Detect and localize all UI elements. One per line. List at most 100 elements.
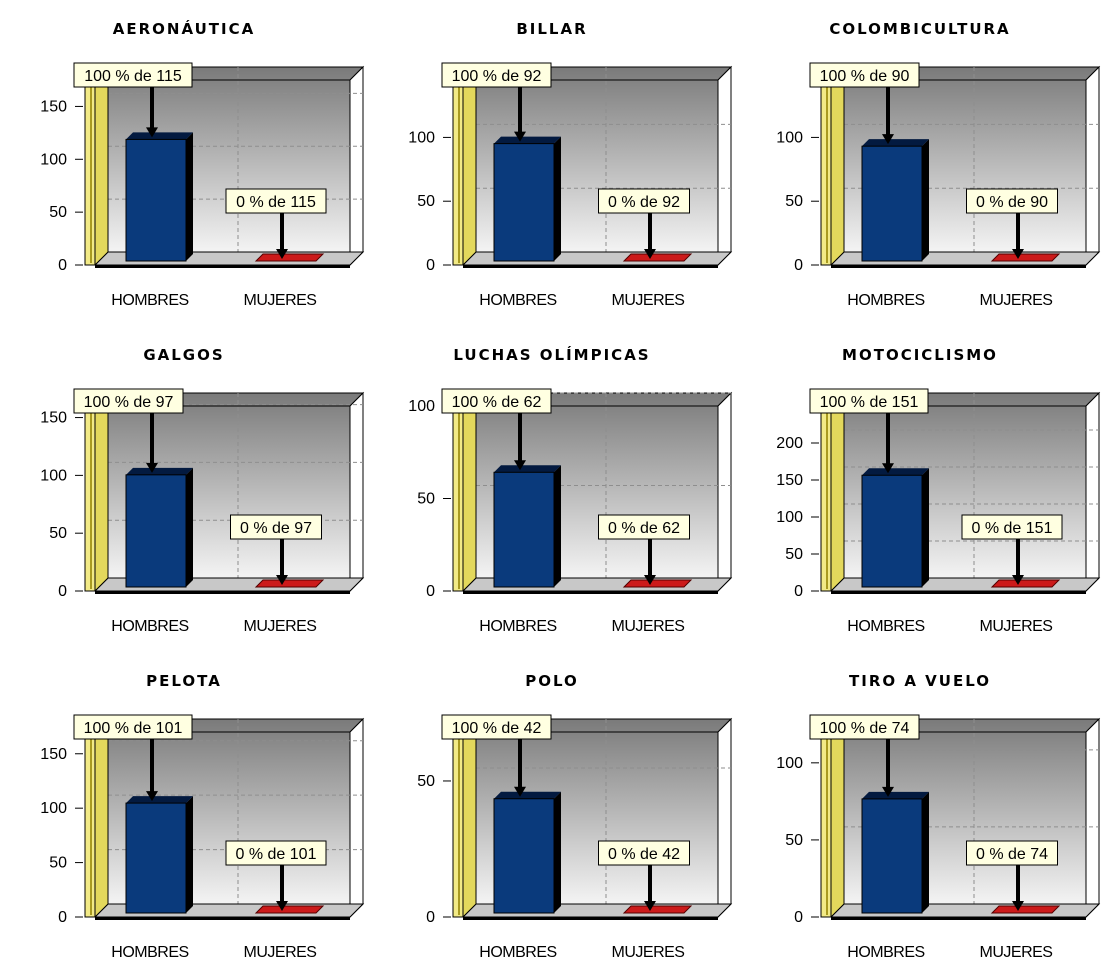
- y-tick-label: 50: [417, 491, 435, 508]
- data-label-text: 0 % de 42: [608, 846, 680, 863]
- chart-panel: TIRO A VUELO 0 50 100 HOMBRES MUJERES 100 % de…: [736, 652, 1104, 978]
- y-tick-label: 100: [40, 151, 67, 168]
- bar-hombres: [125, 796, 193, 914]
- chart-title: PELOTA: [146, 672, 222, 690]
- y-tick-label: 0: [58, 257, 67, 274]
- data-label: 0 % de 42: [598, 840, 690, 911]
- plot-right-wall: [717, 65, 732, 267]
- x-category-label: HOMBRES: [111, 292, 188, 309]
- bar-hombres: [125, 132, 193, 262]
- chart-panel: COLOMBICULTURA 0 50 100 HOMBRES MUJERES 100 % …: [736, 0, 1104, 326]
- y-tick-label: 100: [40, 467, 67, 484]
- chart-panel: LUCHAS OLÍMPICAS 0 50 100 HOMBRES MUJERES 100 …: [368, 326, 736, 652]
- y-tick-label: 100: [408, 398, 435, 415]
- chart-panel: AERONÁUTICA 0 50 100 150 HOMBRES MUJERES 100 % …: [0, 0, 368, 326]
- data-label: 0 % de 101: [225, 840, 327, 911]
- data-label: 0 % de 92: [598, 188, 690, 259]
- chart-svg: TIRO A VUELO 0 50 100 HOMBRES MUJERES 100 % de…: [776, 672, 1101, 961]
- x-category-label: HOMBRES: [479, 944, 556, 961]
- bar-hombres: [125, 467, 193, 588]
- plot-right-wall: [349, 65, 364, 267]
- data-label: 100 % de 62: [441, 388, 552, 471]
- y-tick-label: 150: [40, 410, 67, 427]
- plot-right-wall: [349, 391, 364, 593]
- data-label: 100 % de 42: [441, 714, 552, 797]
- data-label: 0 % de 90: [966, 188, 1058, 259]
- data-label-text: 0 % de 151: [972, 520, 1053, 537]
- bar-mujeres: [254, 253, 325, 262]
- data-label-text: 100 % de 62: [452, 394, 542, 411]
- bar-mujeres: [622, 579, 693, 588]
- chart-title: MOTOCICLISMO: [842, 346, 998, 364]
- bar-hombres: [493, 136, 561, 262]
- data-label: 100 % de 74: [809, 714, 920, 797]
- data-label-text: 100 % de 97: [84, 394, 174, 411]
- chart-panel: GALGOS 0 50 100 150 HOMBRES MUJERES 100 % de 97…: [0, 326, 368, 652]
- x-category-label: MUJERES: [612, 944, 685, 961]
- data-label: 0 % de 74: [966, 840, 1058, 911]
- chart-svg: COLOMBICULTURA 0 50 100 HOMBRES MUJERES 100 % …: [776, 20, 1101, 309]
- x-category-label: MUJERES: [244, 618, 317, 635]
- plot-right-wall: [349, 717, 364, 919]
- data-label-text: 100 % de 42: [452, 720, 542, 737]
- chart-svg: AERONÁUTICA 0 50 100 150 HOMBRES MUJERES 100 % …: [40, 19, 365, 309]
- y-tick-label: 0: [426, 909, 435, 926]
- y-tick-label: 0: [794, 257, 803, 274]
- y-tick-label: 100: [776, 509, 803, 526]
- chart-svg: MOTOCICLISMO 0 50 100 150 200 HOMBRES MUJERES 10…: [776, 346, 1101, 635]
- data-label: 100 % de 92: [441, 62, 552, 142]
- data-label: 100 % de 97: [73, 388, 184, 473]
- bar-mujeres: [622, 905, 693, 914]
- data-label-text: 0 % de 62: [608, 520, 680, 537]
- x-category-label: MUJERES: [612, 618, 685, 635]
- x-category-label: HOMBRES: [847, 292, 924, 309]
- chart-title: TIRO A VUELO: [849, 672, 991, 690]
- x-category-label: MUJERES: [980, 944, 1053, 961]
- y-tick-label: 200: [776, 435, 803, 452]
- bar-mujeres: [254, 905, 325, 914]
- x-category-label: MUJERES: [980, 618, 1053, 635]
- y-tick-label: 0: [426, 583, 435, 600]
- plot-right-wall: [1085, 717, 1100, 919]
- x-category-label: HOMBRES: [479, 618, 556, 635]
- data-label-text: 100 % de 101: [84, 720, 183, 737]
- chart-title: GALGOS: [143, 346, 224, 364]
- y-tick-label: 50: [785, 832, 803, 849]
- data-label: 0 % de 151: [961, 514, 1063, 585]
- data-label-text: 0 % de 101: [236, 846, 317, 863]
- bar-mujeres: [622, 253, 693, 262]
- bar-hombres: [861, 468, 929, 588]
- y-tick-label: 150: [40, 98, 67, 115]
- data-label: 0 % de 62: [598, 514, 690, 585]
- bar-mujeres: [990, 253, 1061, 262]
- plot-right-wall: [1085, 65, 1100, 267]
- y-tick-label: 0: [58, 583, 67, 600]
- chart-svg: LUCHAS OLÍMPICAS 0 50 100 HOMBRES MUJERES 100 …: [408, 345, 733, 635]
- y-tick-label: 50: [49, 525, 67, 542]
- chart-panel: POLO 0 50 HOMBRES MUJERES 100 % de 42 0 % de 4…: [368, 652, 736, 978]
- data-label-text: 100 % de 90: [820, 68, 910, 85]
- chart-title: AERONÁUTICA: [113, 19, 255, 38]
- plot-right-wall: [1085, 391, 1100, 593]
- y-tick-label: 150: [40, 746, 67, 763]
- chart-panel: MOTOCICLISMO 0 50 100 150 200 HOMBRES MUJERES 10…: [736, 326, 1104, 652]
- x-category-label: HOMBRES: [111, 944, 188, 961]
- x-category-label: HOMBRES: [847, 618, 924, 635]
- bar-mujeres: [990, 905, 1061, 914]
- data-label-text: 0 % de 90: [976, 194, 1048, 211]
- data-label: 100 % de 151: [809, 388, 929, 474]
- plot-right-wall: [717, 391, 732, 593]
- chart-panel: BILLAR 0 50 100 HOMBRES MUJERES 100 % de 92 0 %…: [368, 0, 736, 326]
- data-label-text: 100 % de 115: [84, 68, 182, 85]
- x-category-label: HOMBRES: [847, 944, 924, 961]
- y-tick-label: 100: [40, 800, 67, 817]
- x-category-label: MUJERES: [980, 292, 1053, 309]
- y-tick-label: 150: [776, 472, 803, 489]
- bar-mujeres: [254, 579, 325, 588]
- bar-hombres: [493, 465, 561, 588]
- chart-svg: BILLAR 0 50 100 HOMBRES MUJERES 100 % de 92 0 %…: [408, 20, 733, 309]
- data-label: 100 % de 115: [73, 62, 193, 138]
- y-tick-label: 50: [417, 193, 435, 210]
- chart-svg: GALGOS 0 50 100 150 HOMBRES MUJERES 100 % de 97…: [40, 346, 365, 635]
- y-tick-label: 100: [408, 129, 435, 146]
